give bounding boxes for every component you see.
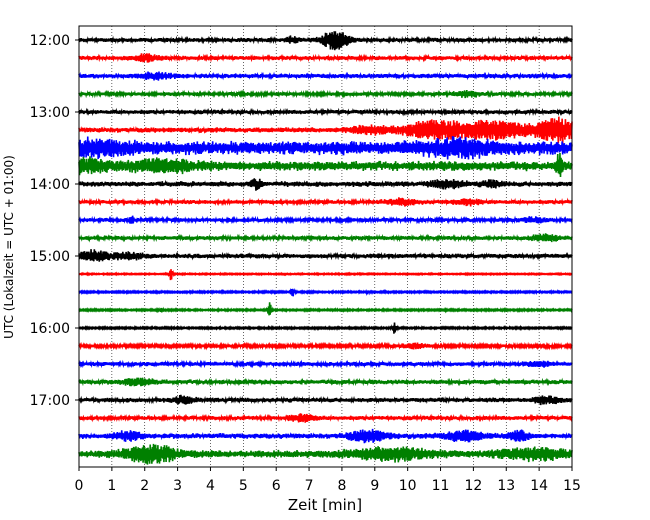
trace-line	[78, 136, 573, 160]
trace-line	[78, 116, 573, 144]
trace-line	[78, 233, 573, 243]
traces-layer	[78, 31, 573, 465]
trace-line	[78, 197, 573, 207]
x-tick-label: 7	[305, 478, 314, 494]
trace-line	[78, 178, 573, 191]
x-tick-label: 5	[239, 478, 248, 494]
x-tick-label: 2	[140, 478, 149, 494]
x-axis: 0 1 2 3 4 5 6 7 8 9 10 11 12 13 14 15	[75, 467, 581, 494]
trace-line	[78, 322, 573, 334]
trace-line	[78, 428, 573, 444]
trace-line	[78, 302, 573, 316]
x-tick-label: 11	[432, 478, 450, 494]
y-axis: 12:00 13:00 14:00 15:00 16:00 17:00	[30, 33, 79, 409]
x-tick-label: 14	[530, 478, 548, 494]
x-tick-label: 8	[337, 478, 346, 494]
y-tick-label: 14:00	[30, 177, 70, 193]
trace-line	[78, 107, 573, 117]
trace-line	[78, 89, 573, 99]
y-tick-label: 12:00	[30, 33, 70, 49]
x-tick-label: 15	[563, 478, 581, 494]
x-axis-label: Zeit [min]	[288, 496, 362, 514]
y-axis-label: UTC (Lokalzeit = UTC + 01:00)	[2, 155, 16, 339]
y-tick-label: 15:00	[30, 249, 70, 265]
trace-line	[78, 394, 573, 406]
x-tick-label: 13	[497, 478, 515, 494]
trace-line	[78, 71, 573, 81]
x-tick-label: 12	[464, 478, 482, 494]
x-tick-label: 3	[173, 478, 182, 494]
plot-frame	[78, 25, 573, 468]
x-tick-label: 1	[107, 478, 116, 494]
trace-line	[78, 359, 573, 369]
trace-line	[78, 152, 573, 178]
x-tick-label: 6	[272, 478, 281, 494]
x-tick-label: 9	[370, 478, 379, 494]
trace-line	[78, 249, 573, 262]
y-tick-label: 17:00	[30, 393, 70, 409]
trace-line	[78, 377, 573, 387]
trace-line	[78, 31, 573, 51]
x-tick-label: 4	[206, 478, 215, 494]
x-tick-label: 0	[75, 478, 84, 494]
y-tick-label: 16:00	[30, 321, 70, 337]
trace-line	[78, 413, 573, 423]
trace-line	[78, 269, 573, 281]
trace-line	[78, 341, 573, 351]
trace-line	[78, 53, 573, 63]
trace-line	[78, 287, 573, 297]
trace-line	[78, 443, 573, 465]
x-tick-label: 10	[399, 478, 417, 494]
trace-line	[78, 215, 573, 225]
y-tick-label: 13:00	[30, 105, 70, 121]
